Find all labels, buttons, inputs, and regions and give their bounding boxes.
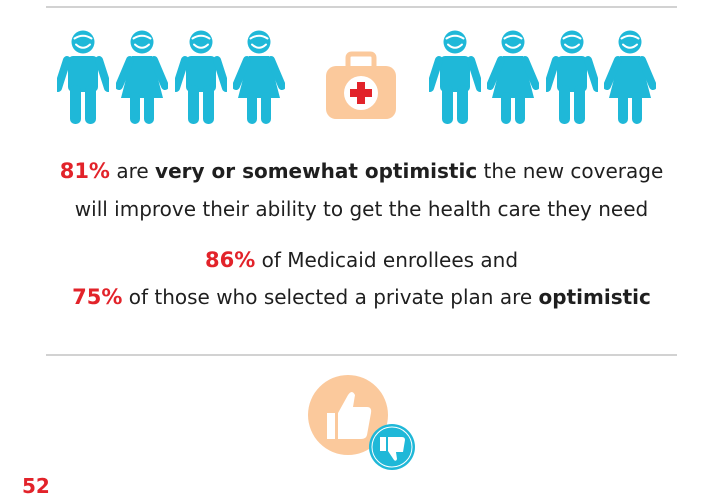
stat1-text-a: are [109,159,156,183]
person-male-icon [429,30,481,126]
thumbs-down-icon [369,424,415,470]
person-female-icon [604,30,656,126]
person-male-icon [175,30,227,126]
person-female-icon [233,30,285,126]
stat2-line2: 75% of those who selected a private plan… [0,285,723,309]
person-female-icon [487,30,539,126]
stat1-bold: very or somewhat optimistic [155,159,478,183]
stat2-text-private: of those who selected a private plan are [122,285,539,309]
thumbs-icon-group [308,375,415,470]
stat2-text-medicaid: of Medicaid enrollees and [255,248,519,272]
stat2-bold: optimistic [538,285,651,309]
stat2-percent-medicaid: 86% [204,248,256,272]
stat1-line2: will improve their ability to get the he… [74,197,649,221]
top-divider [46,6,677,8]
stat1-line1: 81% are very or somewhat optimistic the … [0,159,723,183]
person-female-icon [116,30,168,126]
next-stat-partial: 52 [22,474,50,498]
stat1-percent: 81% [59,159,110,183]
stat1-text-b: the new coverage [477,159,664,183]
person-male-icon [57,30,109,126]
middle-divider [46,354,677,356]
stat2-line1: 86% of Medicaid enrollees and [0,248,723,272]
stat2-percent-private: 75% [72,285,123,309]
thumbs-up-icon [308,375,388,455]
person-male-icon [546,30,598,126]
first-aid-kit-icon [326,51,396,119]
